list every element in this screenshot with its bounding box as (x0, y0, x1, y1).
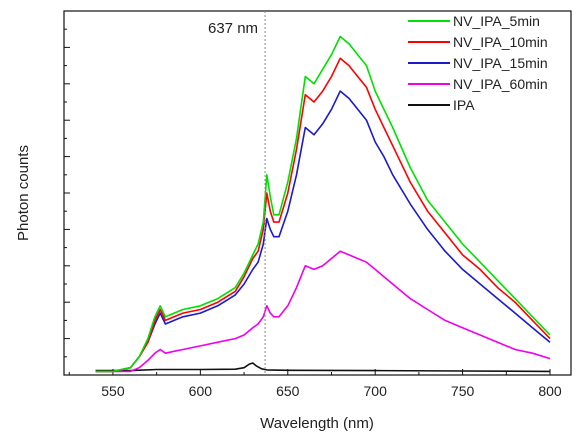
x-tick-label: 650 (276, 383, 300, 399)
x-tick-label: 700 (364, 383, 388, 399)
x-tick-label: 550 (101, 383, 125, 399)
series-line-nv-ipa-10min (95, 57, 551, 373)
series-line-nv-ipa-15min (95, 90, 551, 373)
legend-label: NV_IPA_60min (453, 76, 548, 92)
series-line-ipa (95, 362, 551, 373)
series-lines (95, 35, 551, 373)
series-line-nv-ipa-5min (95, 35, 551, 373)
legend-label: NV_IPA_10min (453, 34, 548, 50)
x-tick-label: 600 (189, 383, 213, 399)
x-tick-label: 750 (451, 383, 475, 399)
y-axis-title: Photon counts (15, 145, 32, 241)
x-axis-tick-labels: 550 600 650 700 750 800 (101, 383, 562, 399)
legend: NV_IPA_5min NV_IPA_10min NV_IPA_15min NV_IP… (408, 13, 548, 113)
x-axis-title: Wavelength (nm) (260, 415, 374, 432)
x-tick-label: 800 (538, 383, 562, 399)
series-line-nv-ipa-60min (95, 250, 551, 373)
legend-label: IPA (453, 97, 475, 113)
legend-label: NV_IPA_5min (453, 13, 540, 29)
legend-label: NV_IPA_15min (453, 55, 548, 71)
annotation-label: 637 nm (208, 20, 258, 37)
y-axis-ticks (64, 10, 70, 376)
